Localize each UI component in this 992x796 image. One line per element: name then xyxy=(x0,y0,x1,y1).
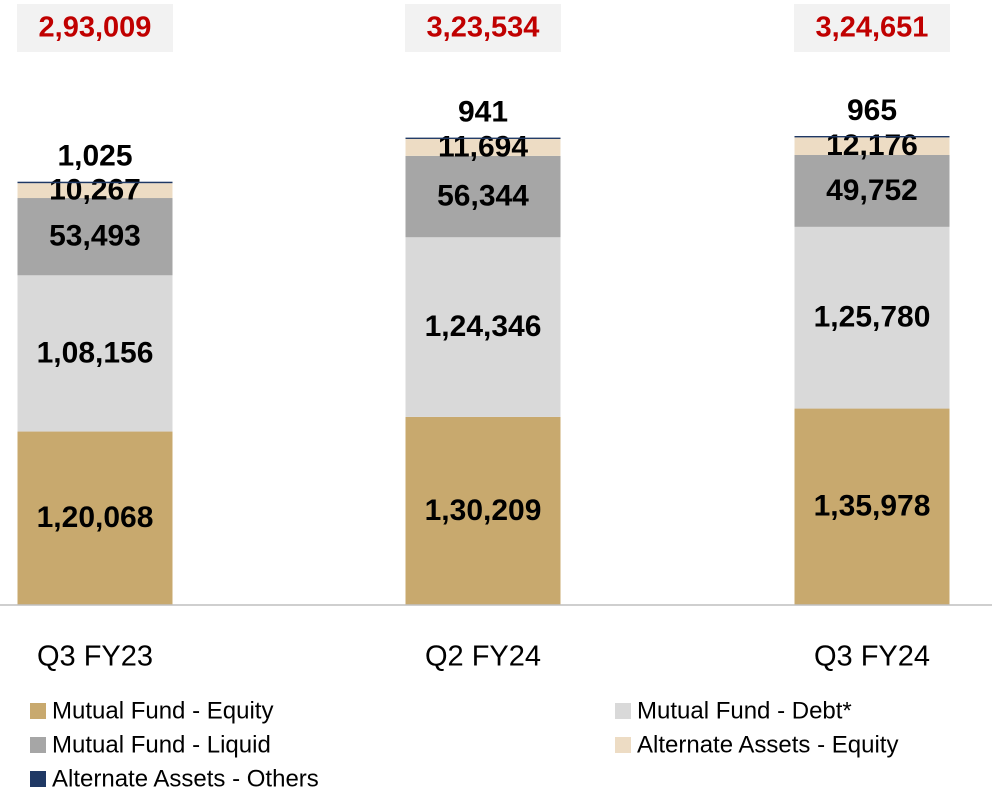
legend-swatch xyxy=(30,737,46,753)
bar-segment xyxy=(17,183,173,199)
data-label: 1,25,780 xyxy=(814,301,931,334)
legend-swatch xyxy=(615,737,631,753)
bar-segment xyxy=(405,416,561,605)
data-label: 1,24,346 xyxy=(425,310,542,343)
bar-segment xyxy=(794,408,950,605)
bar-segment xyxy=(17,181,173,184)
bar-segment xyxy=(405,138,561,156)
legend-label: Alternate Assets - Equity xyxy=(637,731,898,758)
data-label: 1,08,156 xyxy=(37,336,154,369)
data-label: 1,20,068 xyxy=(37,501,154,534)
bar-segment xyxy=(17,431,173,605)
legend-label: Mutual Fund - Liquid xyxy=(52,731,271,758)
bar-segment xyxy=(405,137,561,139)
total-box xyxy=(794,4,950,52)
legend-label: Mutual Fund - Equity xyxy=(52,697,273,724)
total-label: 3,23,534 xyxy=(427,12,540,44)
bar-segment xyxy=(794,154,950,227)
total-box xyxy=(17,4,173,52)
data-label: 11,694 xyxy=(438,130,528,163)
total-label: 3,24,651 xyxy=(816,12,929,44)
data-label: 941 xyxy=(458,96,508,129)
bar-segment xyxy=(405,237,561,417)
data-label: 965 xyxy=(847,94,897,127)
legend-swatch xyxy=(30,771,46,787)
bar-segment xyxy=(794,136,950,138)
total-label: 2,93,009 xyxy=(39,12,152,44)
data-label: 49,752 xyxy=(826,174,918,207)
x-tick-label: Q3 FY23 xyxy=(37,641,153,673)
bar-segment xyxy=(794,137,950,155)
x-tick-label: Q3 FY24 xyxy=(814,641,930,673)
bar-segment xyxy=(17,198,173,276)
data-label: 1,30,209 xyxy=(425,494,542,527)
total-box xyxy=(405,4,561,52)
legend-label: Mutual Fund - Debt* xyxy=(637,697,852,724)
data-label: 56,344 xyxy=(437,179,529,212)
data-label: 1,35,978 xyxy=(814,490,931,523)
legend-swatch xyxy=(615,703,631,719)
bar-segment xyxy=(405,155,561,238)
bar-segment xyxy=(794,226,950,409)
data-label: 53,493 xyxy=(49,220,141,253)
data-label: 1,025 xyxy=(57,140,132,173)
bar-segment xyxy=(17,275,173,432)
legend-swatch xyxy=(30,703,46,719)
legend-label: Alternate Assets - Others xyxy=(52,765,319,792)
x-tick-label: Q2 FY24 xyxy=(425,641,541,673)
data-label: 10,267 xyxy=(49,174,141,207)
data-label: 12,176 xyxy=(826,129,918,162)
